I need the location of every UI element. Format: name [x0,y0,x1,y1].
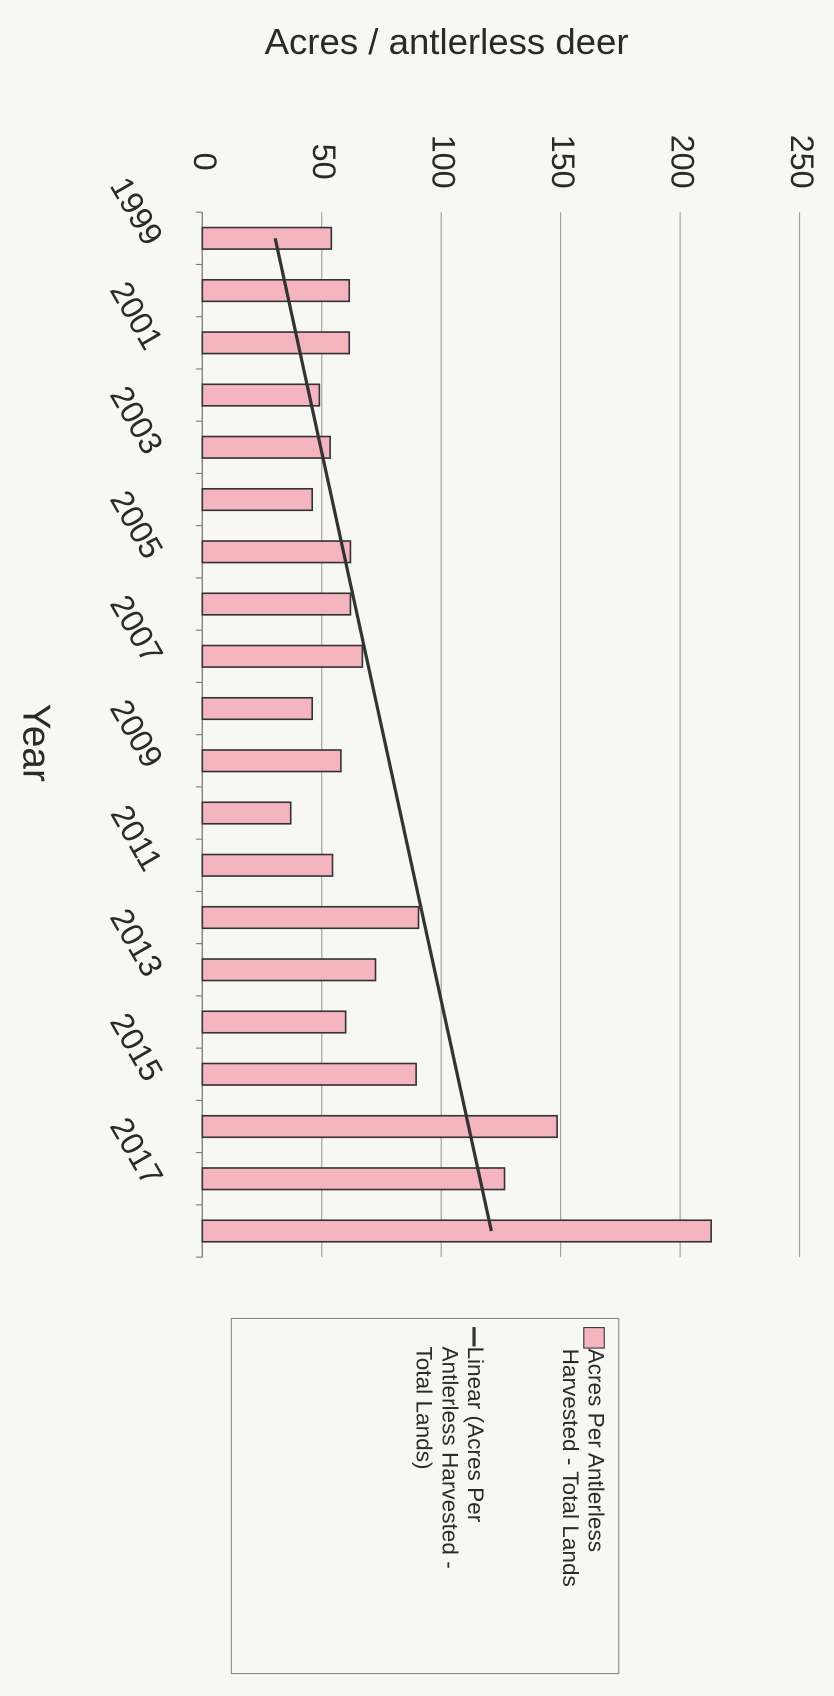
bar [201,487,314,512]
legend: Acres Per Antlerless Harvested - Total L… [399,1318,619,1673]
bar [201,696,314,721]
bar [201,1167,506,1191]
bar [201,1062,417,1086]
legend-swatch [472,1327,476,1347]
bar [201,801,292,825]
bar [201,331,351,355]
legend-label: Acres Per Antlerless Harvested - Total L… [557,1348,609,1587]
bar [201,644,364,668]
bar [201,853,334,877]
x-tick-label: 200 [665,135,701,189]
chart-title: Acres / antlerless deer [265,21,629,62]
bar [201,435,331,459]
bar [201,749,342,773]
legend-inner: Acres Per Antlerless Harvested - Total L… [399,1318,619,1673]
bar [201,592,352,616]
bar [201,383,321,407]
legend-label: Linear (Acres Per Antlerless Harvested -… [411,1346,488,1569]
axis-label: Year [15,704,58,782]
legend-swatch [583,1327,605,1349]
legend-entry: Linear (Acres Per Antlerless Harvested -… [410,1327,487,1665]
x-tick-label: 50 [306,144,342,180]
bar [201,540,352,564]
bar [201,905,420,930]
legend-content: Acres Per Antlerless Harvested - Total L… [399,1318,619,1673]
bar [201,958,377,982]
legend-box [230,1317,620,1675]
trendline [273,237,493,1232]
x-tick-label: 100 [426,135,462,189]
x-tick-label: 150 [545,135,581,189]
x-tick-label: 0 [187,153,223,171]
bar [201,1219,712,1243]
legend-entry: Acres Per Antlerless Harvested - Total L… [556,1327,608,1665]
bar [201,226,333,250]
x-tick-label: 250 [784,135,820,189]
bar [201,278,351,303]
bar [201,1114,558,1139]
bar [201,1010,347,1034]
